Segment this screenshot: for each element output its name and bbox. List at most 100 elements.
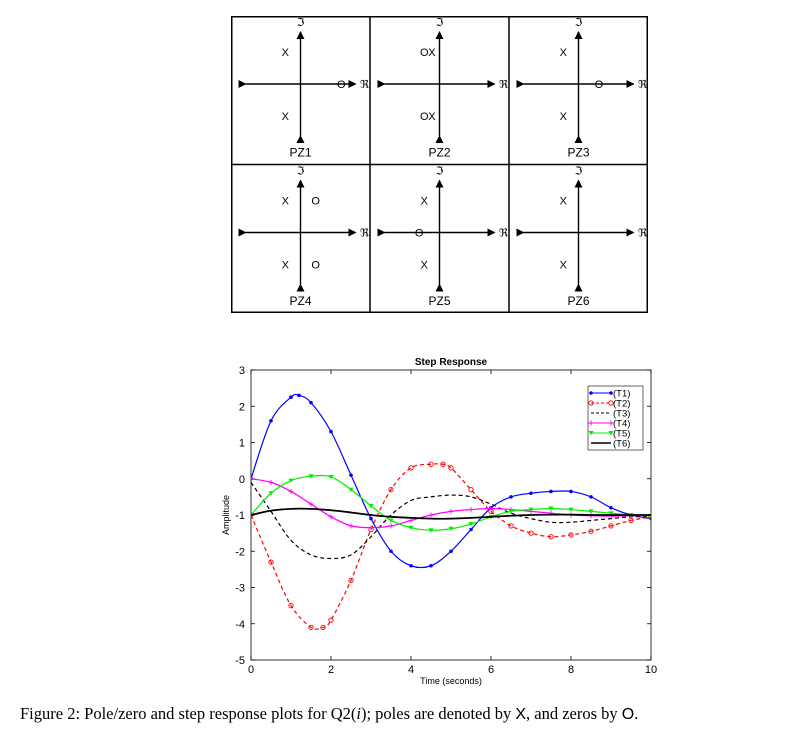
pole-marker: X — [421, 196, 429, 208]
zero-marker: O — [595, 79, 604, 91]
legend-box — [587, 385, 644, 451]
x-tick-label: 0 — [248, 664, 254, 676]
y-tick-label: -1 — [235, 510, 245, 522]
pz-panel-pz1: ℜ ℑ X X O PZ1 — [238, 16, 369, 160]
pole-marker: X — [282, 111, 290, 123]
series-point — [328, 474, 334, 480]
y-tick-label: 3 — [239, 365, 245, 377]
legend-marker — [608, 420, 614, 426]
legend-marker — [609, 391, 613, 395]
series-point — [268, 479, 274, 485]
imag-axis-label: ℑ — [297, 16, 305, 29]
series-point — [348, 577, 354, 583]
series-point — [368, 503, 374, 509]
series-point — [508, 523, 514, 529]
series-point — [389, 549, 393, 554]
figure-caption: Figure 2: Pole/zero and step response pl… — [20, 704, 810, 724]
series-point — [429, 563, 433, 568]
series-point — [329, 429, 333, 434]
zero-marker: O — [311, 259, 320, 271]
x-tick-label: 6 — [488, 664, 494, 676]
x-axis-label: Time (seconds) — [420, 676, 482, 686]
series-point — [468, 522, 474, 527]
legend-marker — [588, 420, 594, 426]
series-point — [508, 509, 514, 514]
series-point — [308, 474, 314, 479]
series-point — [569, 489, 573, 494]
legend-label: (T6) — [613, 439, 630, 450]
x-tick-label: 4 — [408, 664, 414, 676]
series-point — [548, 506, 554, 511]
series-point — [320, 624, 326, 631]
series-point — [297, 393, 301, 398]
series-point — [588, 528, 594, 534]
series-point — [549, 489, 553, 494]
series-point — [328, 617, 334, 623]
series-point — [548, 534, 554, 540]
series-point — [309, 400, 313, 405]
series-point — [528, 530, 534, 536]
x-tick-label: 10 — [645, 664, 657, 676]
y-axis-label: Amplitude — [221, 495, 231, 535]
caption-middle: ); poles are denoted by — [360, 704, 516, 723]
zero-marker: O — [420, 111, 429, 123]
y-tick-label: -3 — [235, 583, 245, 595]
caption-var: i — [356, 704, 361, 723]
legend-marker — [588, 400, 594, 406]
x-tick-label: 2 — [328, 664, 334, 676]
series-point — [440, 461, 446, 467]
zero-marker: O — [311, 196, 320, 208]
pz-panel-label: PZ3 — [567, 146, 589, 160]
caption-end: . — [634, 704, 639, 723]
pole-marker: X — [560, 47, 568, 59]
series-point — [308, 624, 314, 631]
imag-axis-label: ℑ — [297, 165, 305, 178]
series-point — [288, 478, 294, 483]
series-2 — [251, 461, 651, 631]
legend-marker — [588, 431, 594, 436]
series-point — [468, 486, 474, 493]
caption-prefix: Figure 2: Pole/zero and step response pl… — [20, 704, 357, 723]
series-point — [568, 507, 574, 512]
series-point — [409, 563, 413, 568]
y-tick-label: 2 — [239, 401, 245, 413]
zero-marker: O — [337, 79, 346, 91]
series-point — [268, 559, 274, 565]
series-point — [348, 523, 354, 529]
legend-label: (T3) — [613, 409, 630, 420]
series-point — [588, 509, 594, 514]
real-axis-label: ℜ — [360, 227, 369, 240]
real-axis-label: ℜ — [499, 78, 508, 91]
series-point — [448, 465, 454, 471]
pz-panel-label: PZ2 — [428, 146, 450, 160]
series-point — [628, 517, 634, 524]
series-point — [509, 495, 513, 499]
series-point — [288, 602, 294, 609]
imag-axis-label: ℑ — [575, 16, 583, 29]
series-point — [528, 507, 534, 512]
pole-marker: X — [560, 259, 568, 271]
series-point — [388, 518, 394, 523]
pz-panel-pz3: ℜ ℑ X X O PZ3 — [516, 16, 647, 160]
pole-marker: X — [428, 47, 436, 59]
y-tick-label: 1 — [239, 438, 245, 450]
series-point — [529, 491, 533, 496]
series-point — [428, 512, 434, 518]
pole-marker: X — [560, 196, 568, 208]
legend-marker — [589, 391, 593, 395]
chart-title: Step Response — [415, 357, 488, 368]
pole-marker: X — [282, 196, 290, 208]
pole-marker: X — [282, 47, 290, 59]
step-response-plot: Step Response 0 2 4 6 8 10 -5 -4 -3 -2 -1 0 1 2 3 Time (… — [221, 357, 657, 686]
y-tick-label: -2 — [235, 546, 245, 558]
pz-panel-pz4: ℜ ℑ X X O O PZ4 — [238, 165, 369, 308]
series-point — [328, 514, 334, 520]
series-point — [468, 507, 474, 513]
y-tick-label: -4 — [235, 619, 245, 631]
legend-label: (T2) — [613, 399, 630, 410]
caption-pole-symbol: X — [515, 706, 527, 723]
pole-zero-grid: ℜ ℑ X X O PZ1 ℜ ℑ X X O O PZ2 ℜ ℑ X X O PZ3 ℜ ℑ X X O O PZ4 ℜ ℑ X X O P… — [231, 16, 648, 313]
real-axis-label: ℜ — [360, 78, 369, 91]
series-point — [268, 491, 274, 496]
